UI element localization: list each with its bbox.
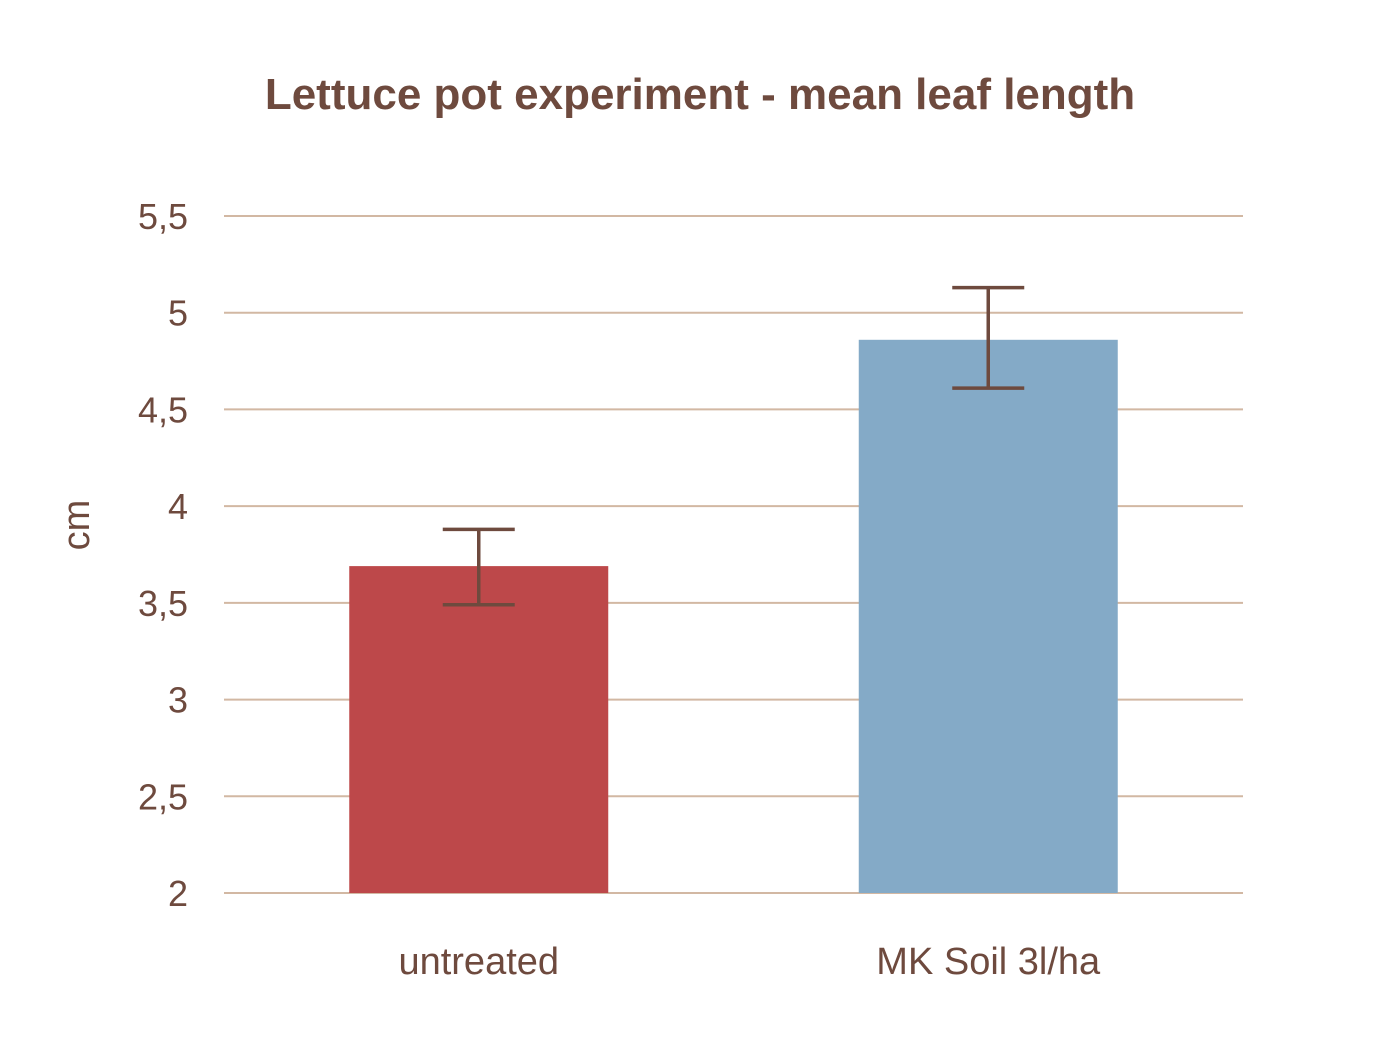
error-bars <box>442 285 1025 607</box>
bars <box>349 339 1118 893</box>
y-tick-label: 5,5 <box>138 196 188 237</box>
x-axis-categories: untreated MK Soil 3l/ha <box>398 941 1101 983</box>
x-category-label: MK Soil 3l/ha <box>876 941 1101 983</box>
y-tick-label: 3 <box>168 680 188 721</box>
y-axis-ticks: 2 2,5 3 3,5 4 4,5 5 5,5 <box>138 196 188 914</box>
y-tick-label: 5 <box>168 293 188 334</box>
y-axis-label: cm <box>56 500 98 551</box>
bar <box>858 339 1118 893</box>
error-bar <box>442 527 515 607</box>
y-tick-label: 4,5 <box>138 389 188 430</box>
error-bar <box>952 285 1025 390</box>
y-tick-label: 2 <box>168 873 188 914</box>
bar <box>349 566 609 893</box>
y-tick-label: 3,5 <box>138 583 188 624</box>
x-category-label: untreated <box>398 941 559 983</box>
chart-title: Lettuce pot experiment - mean leaf lengt… <box>265 70 1135 119</box>
y-tick-label: 2,5 <box>138 776 188 817</box>
y-tick-label: 4 <box>168 486 188 527</box>
